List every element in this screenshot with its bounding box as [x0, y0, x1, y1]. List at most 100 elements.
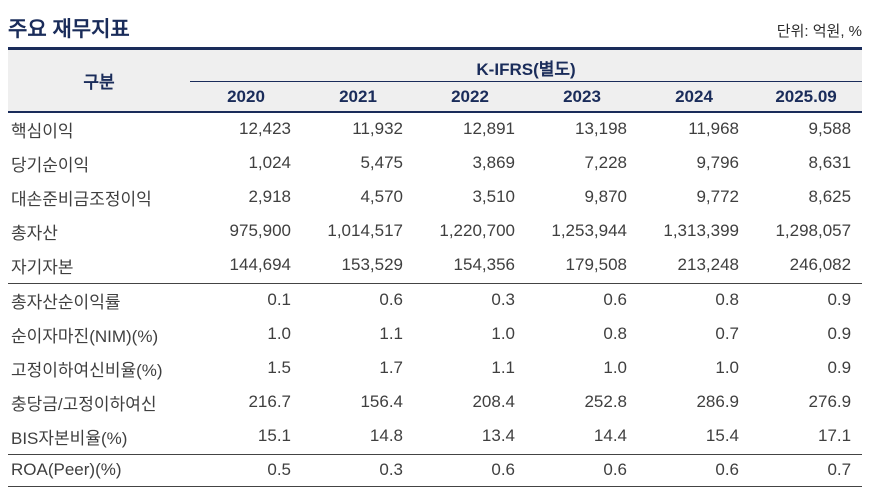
- table-row: 대손준비금조정이익 2,918 4,570 3,510 9,870 9,772 …: [8, 180, 863, 215]
- cell-value: 12,891: [414, 111, 526, 147]
- cell-value: 1.0: [638, 351, 750, 386]
- cell-value: 1.5: [190, 351, 302, 386]
- table-row: BIS자본비율(%) 15.1 14.8 13.4 14.4 15.4 17.1: [8, 419, 863, 455]
- cell-value: 5,475: [302, 146, 414, 181]
- cell-value: 0.5: [190, 454, 302, 486]
- cell-value: 13,198: [526, 111, 638, 147]
- cell-value: 15.1: [190, 419, 302, 455]
- year-header-row: 2020 2021 2022 2023 2024 2025.09: [8, 81, 863, 112]
- cell-value: 0.9: [750, 351, 863, 386]
- cell-value: 3,510: [414, 180, 526, 215]
- year-header-2020: 2020: [190, 81, 302, 112]
- cell-value: 213,248: [638, 248, 750, 284]
- row-label: 총자산: [8, 214, 190, 249]
- cell-value: 11,968: [638, 111, 750, 147]
- cell-value: 0.9: [750, 283, 863, 318]
- table-row: ROA(Peer)(%) 0.5 0.3 0.6 0.6 0.6 0.7: [8, 454, 863, 486]
- cell-value: 252.8: [526, 385, 638, 420]
- financial-indicators-table: 구분 K-IFRS(별도) 2020 2021 2022 2023 2024 2…: [8, 47, 863, 487]
- cell-value: 14.8: [302, 419, 414, 455]
- row-label: 충당금/고정이하여신: [8, 385, 190, 420]
- cell-value: 0.3: [302, 454, 414, 486]
- cell-value: 0.8: [526, 317, 638, 352]
- row-label: 순이자마진(NIM)(%): [8, 317, 190, 352]
- cell-value: 14.4: [526, 419, 638, 455]
- table-body: 핵심이익 12,423 11,932 12,891 13,198 11,968 …: [8, 111, 863, 486]
- cell-value: 2,918: [190, 180, 302, 215]
- cell-value: 4,570: [302, 180, 414, 215]
- cell-value: 13.4: [414, 419, 526, 455]
- cell-value: 144,694: [190, 248, 302, 284]
- cell-value: 154,356: [414, 248, 526, 284]
- cell-value: 0.6: [414, 454, 526, 486]
- group-header-row: 구분 K-IFRS(별도): [8, 48, 863, 112]
- cell-value: 0.7: [638, 317, 750, 352]
- cell-value: 0.3: [414, 283, 526, 318]
- cell-value: 0.6: [302, 283, 414, 318]
- cell-value: 246,082: [750, 248, 863, 284]
- cell-value: 1.1: [302, 317, 414, 352]
- row-label: ROA(Peer)(%): [8, 454, 190, 486]
- table-row: 총자산순이익률 0.1 0.6 0.3 0.6 0.8 0.9: [8, 283, 863, 318]
- cell-value: 8,625: [750, 180, 863, 215]
- cell-value: 1.0: [414, 317, 526, 352]
- cell-value: 1,024: [190, 146, 302, 181]
- cell-value: 11,932: [302, 111, 414, 147]
- row-label: 고정이하여신비율(%): [8, 351, 190, 386]
- cell-value: 17.1: [750, 419, 863, 455]
- year-header-2021: 2021: [302, 81, 414, 112]
- year-header-2023: 2023: [526, 81, 638, 112]
- cell-value: 0.6: [526, 283, 638, 318]
- cell-value: 1,298,057: [750, 214, 863, 249]
- cell-value: 179,508: [526, 248, 638, 284]
- cell-value: 1,220,700: [414, 214, 526, 249]
- table-header: 구분 K-IFRS(별도) 2020 2021 2022 2023 2024 2…: [8, 48, 863, 112]
- cell-value: 0.8: [638, 283, 750, 318]
- cell-value: 7,228: [526, 146, 638, 181]
- year-header-2025-09: 2025.09: [750, 81, 863, 112]
- cell-value: 0.6: [638, 454, 750, 486]
- cell-value: 9,796: [638, 146, 750, 181]
- table-row: 자기자본 144,694 153,529 154,356 179,508 213…: [8, 248, 863, 284]
- table-row: 당기순이익 1,024 5,475 3,869 7,228 9,796 8,63…: [8, 146, 863, 181]
- cell-value: 9,772: [638, 180, 750, 215]
- cell-value: 1,014,517: [302, 214, 414, 249]
- cell-value: 0.6: [526, 454, 638, 486]
- cell-value: 0.1: [190, 283, 302, 318]
- cell-value: 1.0: [526, 351, 638, 386]
- row-label: 총자산순이익률: [8, 283, 190, 318]
- cell-value: 8,631: [750, 146, 863, 181]
- cell-value: 153,529: [302, 248, 414, 284]
- cell-value: 208.4: [414, 385, 526, 420]
- row-label: 핵심이익: [8, 111, 190, 147]
- cell-value: 0.9: [750, 317, 863, 352]
- table-row: 충당금/고정이하여신 216.7 156.4 208.4 252.8 286.9…: [8, 385, 863, 420]
- table-row: 고정이하여신비율(%) 1.5 1.7 1.1 1.0 1.0 0.9: [8, 351, 863, 386]
- cell-value: 1,253,944: [526, 214, 638, 249]
- cell-value: 156.4: [302, 385, 414, 420]
- group-header-kifrs: K-IFRS(별도): [190, 48, 863, 82]
- cell-value: 286.9: [638, 385, 750, 420]
- cell-value: 1,313,399: [638, 214, 750, 249]
- cell-value: 9,870: [526, 180, 638, 215]
- cell-value: 9,588: [750, 111, 863, 147]
- page-title: 주요 재무지표: [8, 17, 130, 41]
- table-row: 순이자마진(NIM)(%) 1.0 1.1 1.0 0.8 0.7 0.9: [8, 317, 863, 352]
- unit-note: 단위: 억원, %: [776, 23, 862, 40]
- table-row: 핵심이익 12,423 11,932 12,891 13,198 11,968 …: [8, 111, 863, 147]
- cell-value: 15.4: [638, 419, 750, 455]
- row-label: 대손준비금조정이익: [8, 180, 190, 215]
- cell-value: 1.7: [302, 351, 414, 386]
- title-bar: 주요 재무지표 단위: 억원, %: [8, 10, 862, 42]
- cell-value: 3,869: [414, 146, 526, 181]
- year-header-2024: 2024: [638, 81, 750, 112]
- year-header-2022: 2022: [414, 81, 526, 112]
- cell-value: 216.7: [190, 385, 302, 420]
- corner-header-gubun: 구분: [8, 48, 190, 112]
- cell-value: 1.1: [414, 351, 526, 386]
- row-label: 당기순이익: [8, 146, 190, 181]
- row-label: 자기자본: [8, 248, 190, 284]
- cell-value: 0.7: [750, 454, 863, 486]
- cell-value: 1.0: [190, 317, 302, 352]
